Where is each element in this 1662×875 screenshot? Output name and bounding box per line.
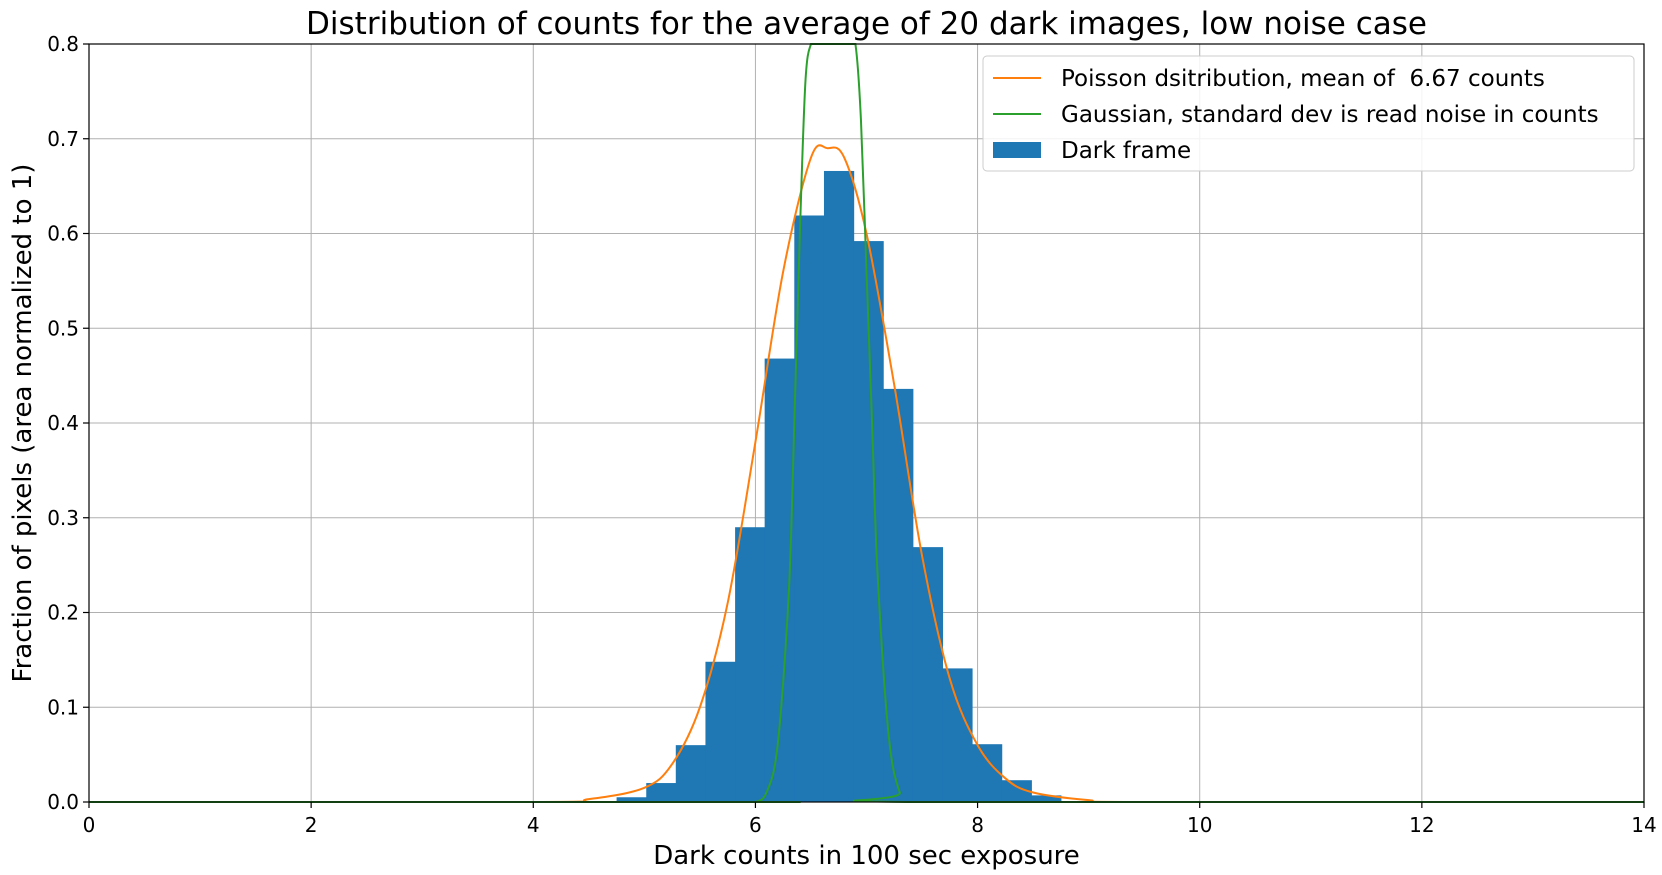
histogram-bars — [616, 170, 1062, 803]
histogram-bar — [972, 744, 1003, 802]
axis-ticks: 0 2 4 6 8 10 12 14 0.0 0.1 0.2 0.3 0.4 0.5 0.6 0.7 0.8 — [47, 32, 1657, 837]
histogram-bar — [675, 745, 707, 802]
legend-entry: Poisson dsitribution, mean of 6.67 count… — [1061, 66, 1545, 92]
poisson-line — [89, 144, 1644, 804]
y-tick-label: 0.4 — [47, 411, 79, 435]
x-tick-label: 10 — [1187, 813, 1212, 837]
legend-entry: Dark frame — [1061, 138, 1191, 164]
chart-title: Distribution of counts for the average o… — [306, 6, 1427, 42]
histogram-bar — [1001, 780, 1032, 802]
x-tick-label: 6 — [749, 813, 762, 837]
histogram-bar — [942, 668, 973, 802]
y-axis-label: Fraction of pixels (area normalized to 1… — [8, 164, 38, 683]
histogram-bar — [823, 170, 855, 803]
y-tick-label: 0.5 — [47, 316, 79, 340]
y-tick-label: 0.0 — [47, 790, 79, 814]
histogram-bar — [705, 661, 736, 802]
histogram-bar — [883, 388, 914, 802]
y-tick-label: 0.3 — [47, 506, 79, 530]
legend-box — [982, 55, 1635, 172]
legend-swatch — [993, 142, 1041, 158]
histogram-bar — [735, 527, 766, 802]
x-tick-label: 2 — [305, 813, 318, 837]
y-tick-label: 0.1 — [47, 695, 79, 719]
legend: Poisson dsitribution, mean of 6.67 count… — [982, 55, 1635, 172]
histogram-bar — [1031, 795, 1062, 802]
y-tick-label: 0.8 — [47, 32, 79, 56]
y-tick-label: 0.6 — [47, 222, 79, 246]
x-tick-label: 8 — [971, 813, 984, 837]
histogram-bar — [616, 797, 647, 802]
legend-entry: Gaussian, standard dev is read noise in … — [1061, 102, 1599, 128]
y-tick-label: 0.2 — [47, 601, 79, 625]
y-tick-label: 0.7 — [47, 127, 79, 151]
x-axis-label: Dark counts in 100 sec exposure — [653, 841, 1080, 871]
x-tick-label: 0 — [83, 813, 96, 837]
histogram-bar — [646, 783, 677, 802]
x-tick-label: 4 — [527, 813, 540, 837]
x-tick-label: 12 — [1409, 813, 1434, 837]
histogram-bar — [794, 215, 825, 802]
x-tick-label: 14 — [1631, 813, 1656, 837]
